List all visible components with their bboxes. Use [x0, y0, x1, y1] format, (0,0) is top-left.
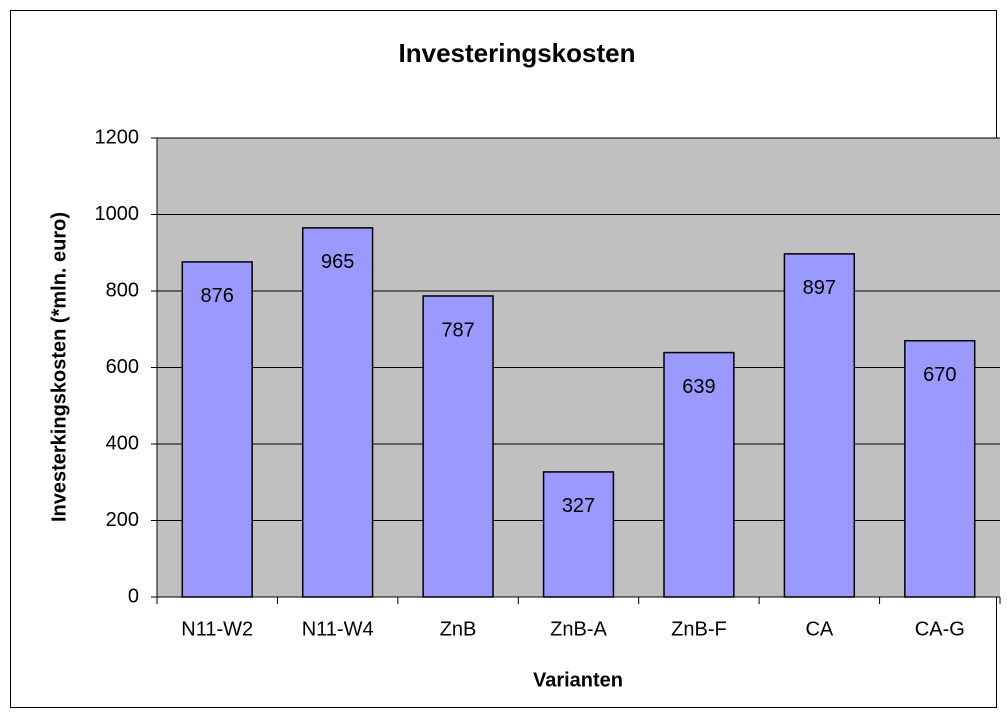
y-tick-label: 400 — [106, 432, 139, 454]
y-tick-label: 1000 — [95, 203, 140, 225]
chart-title: Investeringskosten — [399, 38, 636, 68]
y-tick-label: 0 — [128, 585, 139, 607]
bar — [783, 253, 856, 598]
data-label: 327 — [562, 495, 595, 517]
x-tick-label: N11-W4 — [302, 618, 374, 640]
bar — [181, 261, 253, 598]
y-tick-label: 1200 — [95, 126, 140, 148]
y-tick-label: 600 — [106, 356, 139, 378]
x-tick-label: ZnB-F — [671, 618, 727, 640]
data-label: 897 — [803, 277, 836, 299]
bar — [422, 295, 494, 598]
bar — [663, 351, 735, 598]
x-tick-label: N11-W2 — [181, 618, 253, 640]
bar — [542, 471, 615, 598]
x-axis-label: Varianten — [533, 669, 623, 691]
y-axis-label: Investerkingskosten (*mln. euro) — [48, 212, 70, 522]
data-label: 965 — [321, 251, 354, 273]
y-tick-label: 800 — [106, 279, 139, 301]
data-label: 876 — [201, 285, 234, 307]
y-tick-label: 200 — [106, 509, 139, 531]
bar — [904, 339, 976, 598]
x-tick-label: CA-G — [915, 618, 965, 640]
data-label: 670 — [923, 364, 956, 386]
x-tick-label: ZnB-A — [550, 618, 607, 640]
x-tick-label: CA — [805, 618, 833, 640]
x-tick-label: ZnB — [440, 618, 477, 640]
data-label: 639 — [682, 376, 715, 398]
bar — [301, 227, 374, 598]
data-label: 787 — [441, 319, 474, 341]
